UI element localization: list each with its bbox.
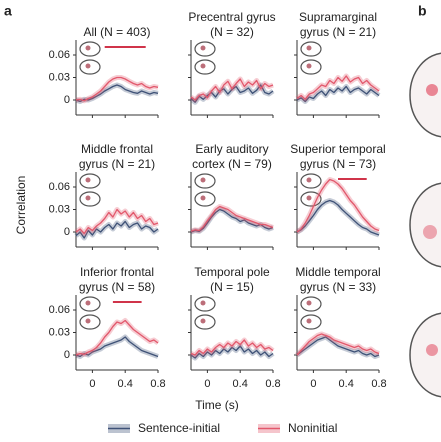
panel-label: b [418,3,427,19]
series-band [189,76,274,103]
chart-title: Inferior frontal [80,265,154,279]
brain-icon-spot [306,63,312,69]
y-tick-label: 0 [64,94,70,106]
series-line [296,336,380,358]
y-tick-label: 0.06 [49,304,70,316]
chart-title: (N = 15) [210,280,254,294]
chart-title: Early auditory [195,142,268,156]
brain-icon-spot [85,45,91,51]
x-tick-label: 0 [89,378,95,390]
x-tick-label: 0.4 [339,378,354,390]
chart-title: (N = 32) [210,25,254,39]
y-tick-label: 0.03 [49,326,70,338]
brain-icon-spot [200,195,206,201]
brain-icon-spot [306,45,312,51]
brain-icon-spot [306,177,312,183]
chart-title: Middle temporal [295,265,380,279]
y-axis-label: Correlation [14,176,28,235]
chart-title: Middle frontal [81,142,153,156]
x-tick-label: 0 [310,378,316,390]
series-line [296,199,380,236]
y-tick-label: 0.06 [49,181,70,193]
brain-icon-spot [85,318,91,324]
y-tick-label: 0.03 [49,203,70,215]
brain-icon-spot [306,195,312,201]
series-line [75,319,159,356]
y-tick-label: 0.03 [49,71,70,83]
chart-title: cortex (N = 79) [192,157,272,171]
x-tick-label: 0 [204,378,210,390]
y-tick-label: 0 [64,226,70,238]
brain-icon-spot [85,177,91,183]
brain-icon-spot [200,63,206,69]
legend-label: Sentence-initial [138,421,220,435]
chart-title: All (N = 403) [83,25,150,39]
x-axis-label: Time (s) [195,398,239,412]
panel-label: a [4,3,12,19]
x-tick-label: 0.4 [118,378,133,390]
chart-title: Temporal pole [194,265,270,279]
series-line [296,178,380,233]
chart-title: gyrus (N = 21) [300,25,376,39]
chart-title: gyrus (N = 73) [300,157,376,171]
series-line [75,84,159,103]
series-line [296,75,380,100]
y-tick-label: 0 [64,349,70,361]
x-tick-label: 0.8 [265,378,280,390]
series-line [75,220,159,239]
series-line [75,208,159,235]
brain-icon-spot [306,300,312,306]
brain-icon-spot [200,177,206,183]
series-line [190,345,274,359]
brain-panel-b [409,52,441,398]
series-line [190,78,274,101]
series-line [190,205,274,232]
chart-title: Precentral gyrus [188,10,275,24]
series-line [296,85,380,103]
chart-title: gyrus (N = 58) [79,280,155,294]
brain-icon-spot [200,300,206,306]
legend-label: Noninitial [288,421,337,435]
brain-icon-spot [85,195,91,201]
series-line [75,76,159,102]
brain-icon-spot [200,45,206,51]
series-line [190,208,274,233]
x-tick-label: 0.8 [371,378,386,390]
chart-title: gyrus (N = 21) [79,157,155,171]
brain-icon-spot [85,63,91,69]
series-line [296,333,380,356]
brain-icon-spot [200,318,206,324]
chart-title: gyrus (N = 33) [300,280,376,294]
y-tick-label: 0.06 [49,49,70,61]
chart-title: Superior temporal [290,142,385,156]
chart-title: Supramarginal [299,10,377,24]
x-tick-label: 0.4 [233,378,248,390]
series-line [75,336,159,358]
brain-icon-spot [306,318,312,324]
series-band [75,75,159,104]
series-line [190,339,274,356]
x-tick-label: 0.8 [150,378,165,390]
brain-icon-spot [85,300,91,306]
